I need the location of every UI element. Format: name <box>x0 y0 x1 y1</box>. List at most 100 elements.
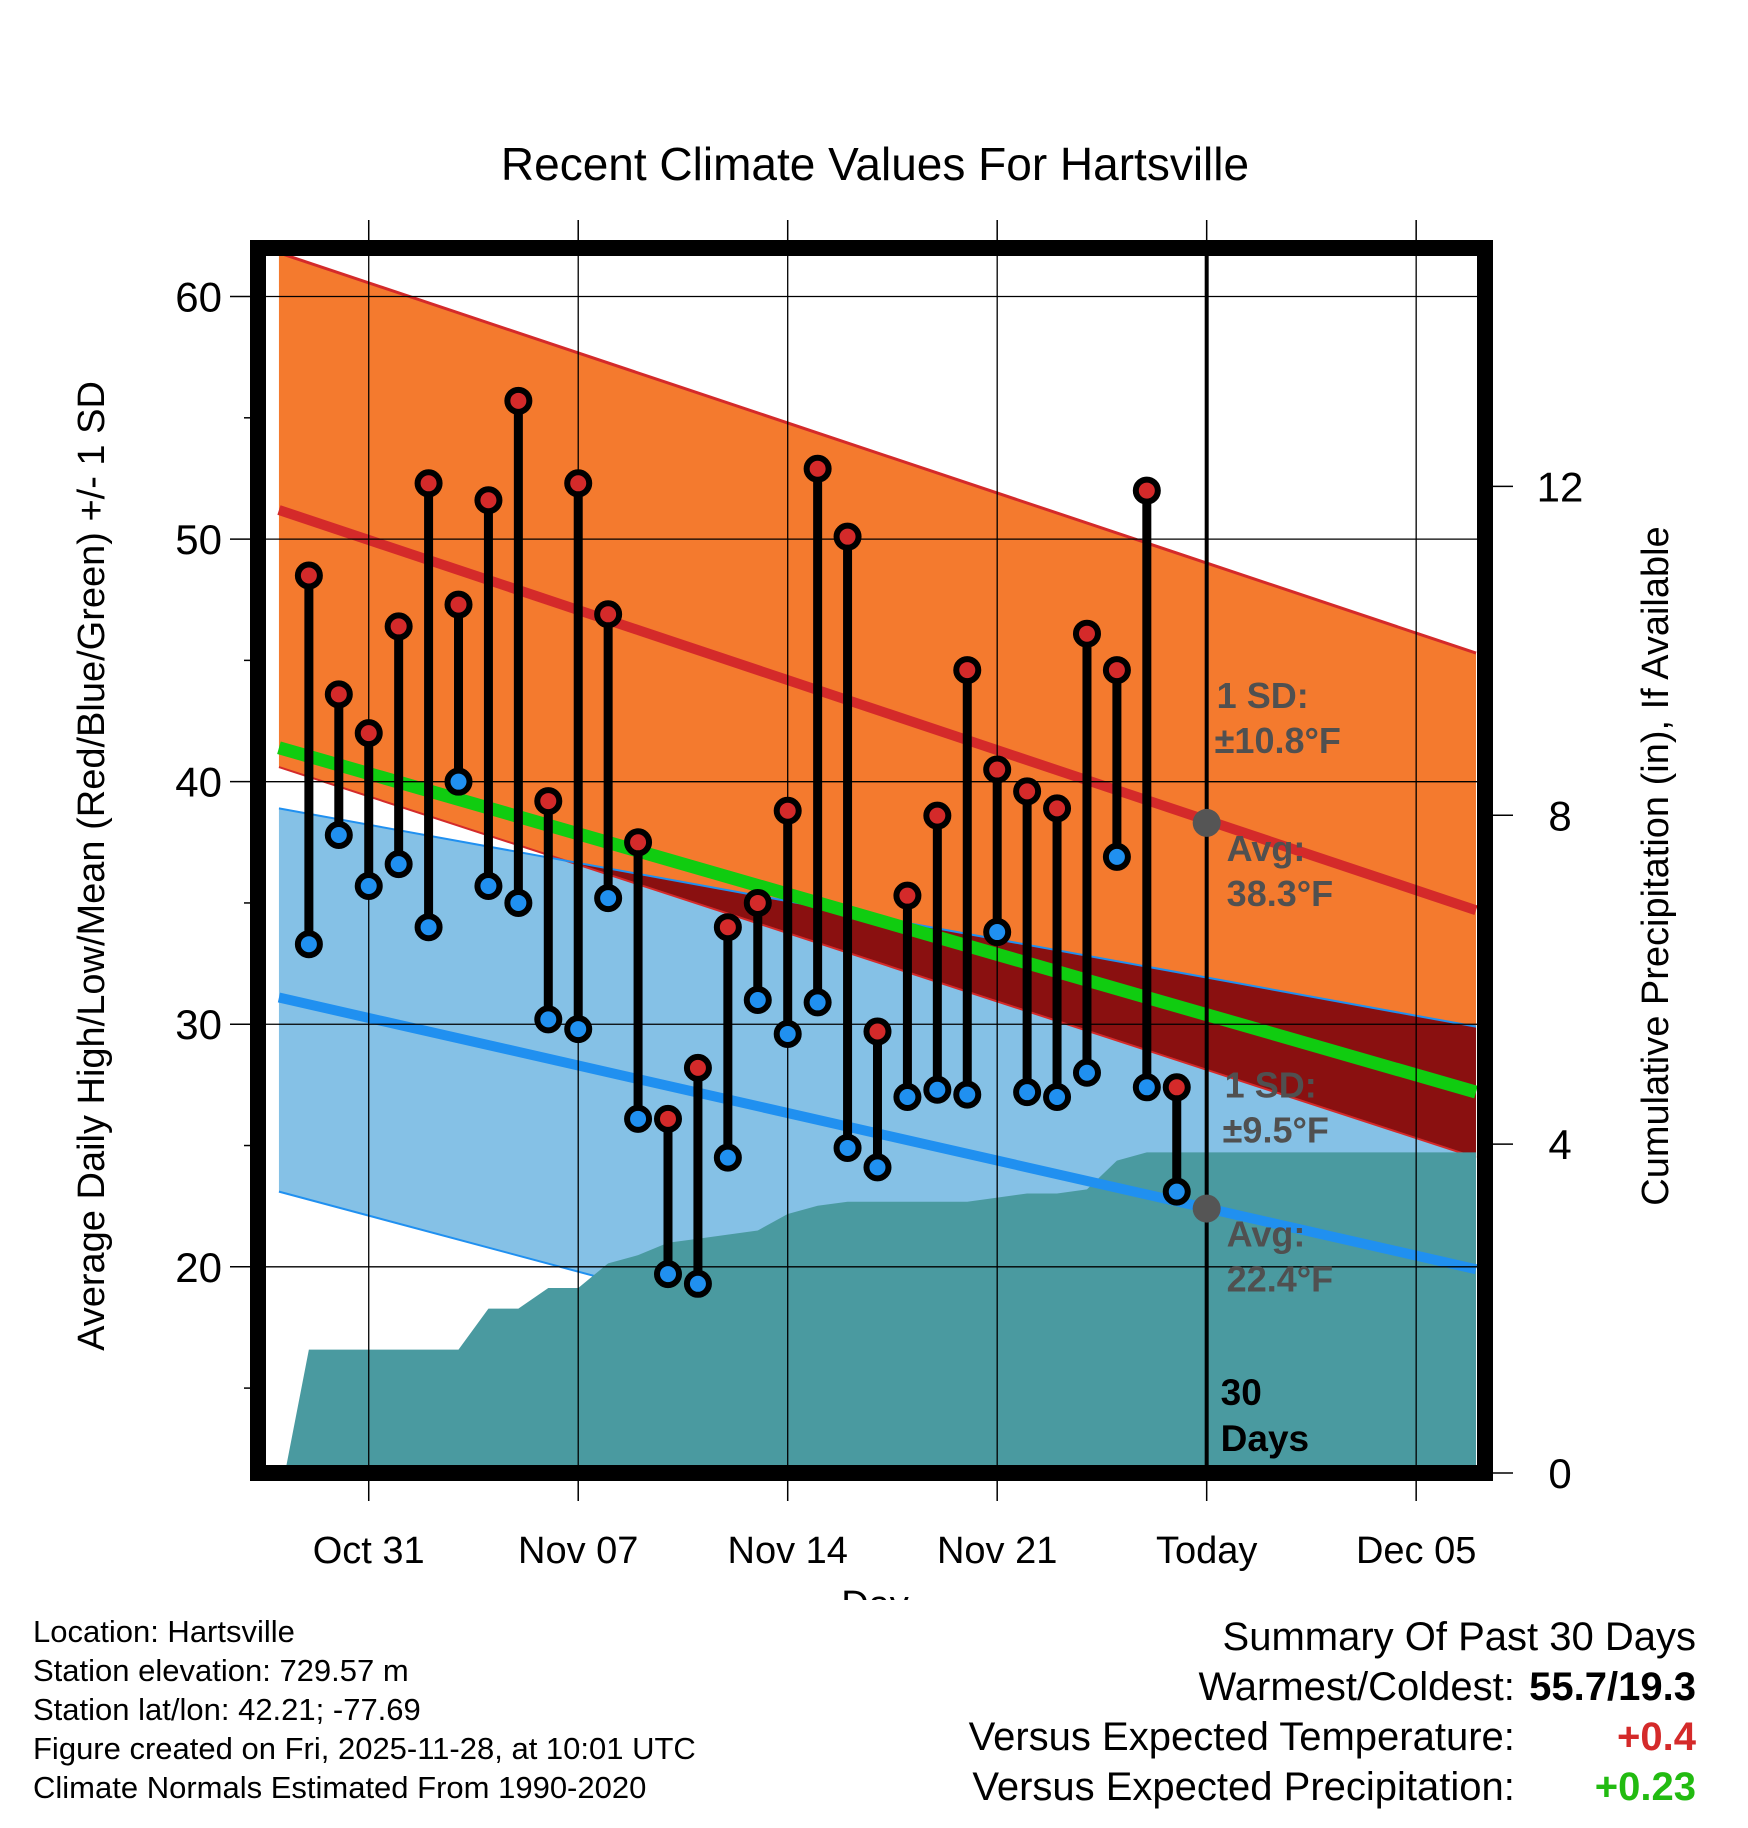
precip-value: +0.23 <box>1594 1765 1696 1809</box>
high-sd-value: ±10.8°F <box>1215 720 1341 761</box>
obs-high-point <box>474 486 503 515</box>
high-sd-label: 1 SD: <box>1217 675 1309 716</box>
x-tick-label: Today <box>1156 1530 1257 1572</box>
obs-low-point <box>474 871 503 900</box>
y-axis-label-left: Average Daily High/Low/Mean (Red/Blue/Gr… <box>71 381 113 1351</box>
obs-low-point <box>923 1075 952 1104</box>
obs-low-point <box>444 767 473 796</box>
obs-low-point <box>743 985 772 1014</box>
obs-low-point <box>1162 1177 1191 1206</box>
obs-low-point <box>803 988 832 1017</box>
obs-low-point <box>953 1080 982 1109</box>
obs-high-point <box>863 1017 892 1046</box>
obs-low-point <box>713 1143 742 1172</box>
obs-low-point <box>653 1260 682 1289</box>
obs-low-point <box>624 1104 653 1133</box>
x-tick-label: Nov 07 <box>518 1530 638 1572</box>
low-avg-label: Avg: <box>1227 1214 1306 1255</box>
high-avg-marker <box>1192 808 1221 837</box>
obs-high-point <box>534 787 563 816</box>
low-sd-label: 1 SD: <box>1225 1065 1317 1106</box>
obs-low-point <box>594 884 623 913</box>
obs-high-point <box>653 1104 682 1133</box>
obs-high-point <box>893 881 922 910</box>
chart-title: Recent Climate Values For Hartsville <box>501 138 1249 190</box>
obs-high-point <box>1043 794 1072 823</box>
x-tick-label: Dec 05 <box>1356 1530 1476 1572</box>
high-lower-edge <box>278 766 1477 1159</box>
precip-label: Versus Expected Precipitation: <box>972 1765 1515 1809</box>
y-tick-label-left: 60 <box>175 274 222 321</box>
y-tick-label-left: 30 <box>175 1001 222 1048</box>
summary-title: Summary Of Past 30 Days <box>1222 1615 1696 1659</box>
obs-low-point <box>983 918 1012 947</box>
created-text: Figure created on Fri, 2025-11-28, at 10… <box>33 1731 696 1766</box>
obs-low-point <box>354 871 383 900</box>
obs-high-point <box>324 680 353 709</box>
obs-high-point <box>683 1053 712 1082</box>
obs-high-point <box>384 612 413 641</box>
obs-low-point <box>1072 1058 1101 1087</box>
mean-line <box>277 741 1478 1099</box>
low-avg-marker <box>1192 1194 1221 1223</box>
obs-high-point <box>923 801 952 830</box>
days-unit-label: Days <box>1221 1418 1309 1459</box>
y-tick-label-left: 20 <box>175 1244 222 1291</box>
obs-low-point <box>893 1083 922 1112</box>
obs-high-point <box>294 561 323 590</box>
obs-low-point <box>384 850 413 879</box>
obs-low-point <box>863 1153 892 1182</box>
high-upper-edge <box>278 251 1477 655</box>
y-tick-label-right: 8 <box>1548 792 1571 839</box>
obs-high-point <box>803 454 832 483</box>
temp-row: Versus Expected Temperature: +0.4 <box>969 1712 1696 1762</box>
days-count-label: 30 <box>1221 1372 1262 1413</box>
obs-high-point <box>983 755 1012 784</box>
summary-panel: Summary Of Past 30 Days Warmest/Coldest:… <box>969 1612 1696 1812</box>
elevation-text: Station elevation: 729.57 m <box>33 1653 409 1688</box>
y-tick-label-right: 4 <box>1548 1121 1571 1168</box>
high-avg-value: 38.3°F <box>1227 873 1333 914</box>
temp-value: +0.4 <box>1617 1715 1696 1759</box>
x-tick-label: Nov 14 <box>728 1530 848 1572</box>
obs-low-point <box>534 1005 563 1034</box>
obs-high-point <box>1132 476 1161 505</box>
precip-area <box>284 1152 1477 1473</box>
obs-high-point <box>564 469 593 498</box>
x-tick-label: Nov 21 <box>937 1530 1057 1572</box>
obs-high-point <box>444 590 473 619</box>
obs-low-point <box>1102 842 1131 871</box>
obs-high-point <box>713 913 742 942</box>
x-tick-label: Oct 31 <box>313 1530 425 1572</box>
obs-low-point <box>504 888 533 917</box>
obs-low-point <box>1132 1073 1161 1102</box>
warm-cold-value: 55.7/19.3 <box>1529 1665 1696 1709</box>
climate-chart: Recent Climate Values For Hartsville Oct… <box>71 138 1677 1600</box>
obs-high-point <box>1072 619 1101 648</box>
obs-high-point <box>504 386 533 415</box>
obs-high-point <box>953 656 982 685</box>
obs-low-point <box>414 913 443 942</box>
obs-high-point <box>624 828 653 857</box>
x-axis-label: Day <box>841 1584 909 1600</box>
low-sd-value: ±9.5°F <box>1223 1110 1329 1151</box>
y-axis-label-right: Cumulative Precipitation (in), If Availa… <box>1635 526 1677 1205</box>
warm-cold-label: Warmest/Coldest: <box>1198 1665 1515 1709</box>
obs-high-point <box>743 888 772 917</box>
obs-low-point <box>564 1015 593 1044</box>
y-tick-label-left: 50 <box>175 516 222 563</box>
obs-low-point <box>1043 1083 1072 1112</box>
warm-cold-row: Warmest/Coldest: 55.7/19.3 <box>969 1662 1697 1712</box>
obs-high-point <box>354 719 383 748</box>
plot-frame <box>250 240 1493 1481</box>
obs-high-point <box>1102 656 1131 685</box>
temp-label: Versus Expected Temperature: <box>968 1715 1515 1759</box>
low-avg-value: 22.4°F <box>1227 1259 1333 1300</box>
obs-low-point <box>773 1019 802 1048</box>
y-tick-label-right: 0 <box>1548 1450 1571 1497</box>
location-text: Location: Hartsville <box>33 1614 295 1649</box>
obs-high-point <box>833 522 862 551</box>
station-info: Location: Hartsville Station elevation: … <box>33 1612 696 1807</box>
obs-high-point <box>414 469 443 498</box>
y-tick-label-left: 40 <box>175 759 222 806</box>
